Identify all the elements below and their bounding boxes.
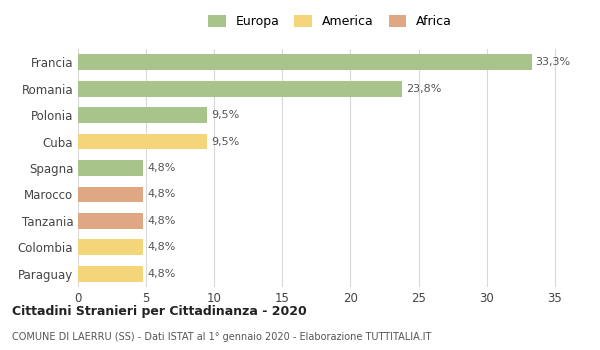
Text: 4,8%: 4,8% bbox=[148, 269, 176, 279]
Text: 9,5%: 9,5% bbox=[211, 136, 240, 147]
Text: 33,3%: 33,3% bbox=[536, 57, 571, 67]
Text: COMUNE DI LAERRU (SS) - Dati ISTAT al 1° gennaio 2020 - Elaborazione TUTTITALIA.: COMUNE DI LAERRU (SS) - Dati ISTAT al 1°… bbox=[12, 332, 431, 343]
Text: 4,8%: 4,8% bbox=[148, 216, 176, 226]
Legend: Europa, America, Africa: Europa, America, Africa bbox=[203, 10, 457, 33]
Bar bbox=[78, 160, 143, 176]
Text: 23,8%: 23,8% bbox=[406, 84, 442, 94]
Bar bbox=[78, 266, 143, 282]
Text: 4,8%: 4,8% bbox=[148, 163, 176, 173]
Text: 9,5%: 9,5% bbox=[211, 110, 240, 120]
Bar bbox=[78, 54, 532, 70]
Text: 4,8%: 4,8% bbox=[148, 242, 176, 252]
Text: Cittadini Stranieri per Cittadinanza - 2020: Cittadini Stranieri per Cittadinanza - 2… bbox=[12, 304, 307, 317]
Bar bbox=[78, 81, 402, 97]
Bar bbox=[78, 107, 208, 123]
Bar bbox=[78, 187, 143, 202]
Text: 4,8%: 4,8% bbox=[148, 189, 176, 200]
Bar bbox=[78, 239, 143, 255]
Bar bbox=[78, 134, 208, 149]
Bar bbox=[78, 213, 143, 229]
